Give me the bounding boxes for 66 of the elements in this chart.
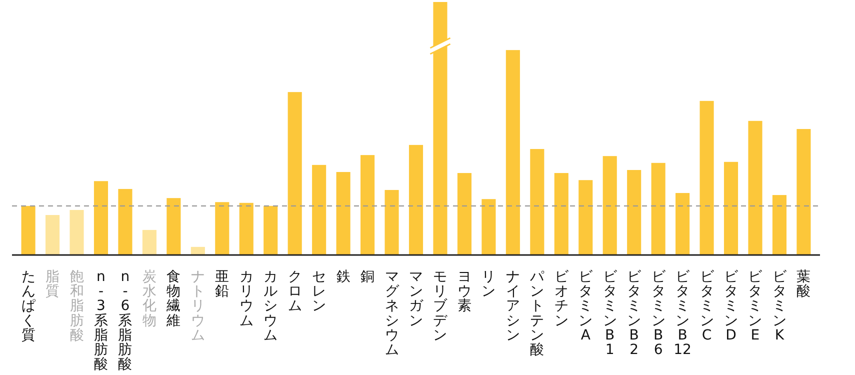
x-tick-label: カリウム: [239, 269, 254, 329]
x-tick-label: ビタミンB1: [602, 269, 618, 358]
x-tick-label: ビタミンA: [578, 269, 594, 344]
bar: [457, 173, 472, 255]
bar: [166, 198, 181, 255]
bar: [676, 193, 690, 255]
x-tick-label: ビタミンB12: [674, 269, 692, 358]
bar: [408, 144, 424, 255]
bar: [336, 172, 350, 255]
x-tick-label: 鉄: [336, 269, 350, 285]
bar: [433, 2, 448, 255]
x-tick-label: カルシウム: [264, 269, 278, 344]
x-tick-label: ビタミンE: [748, 269, 764, 344]
x-tick-label: n-6系脂肪酸: [118, 269, 132, 373]
x-tick-label: ヨウ素: [457, 269, 472, 314]
x-tick-label: モリブデン: [433, 269, 448, 344]
bar: [724, 162, 738, 255]
bar: [312, 164, 326, 255]
bar: [360, 155, 375, 255]
bar: [700, 100, 714, 255]
x-tick-label: リン: [482, 269, 496, 300]
bar: [796, 129, 811, 255]
x-tick-label: ビタミンB2: [627, 269, 642, 358]
x-tick-label: ビオチン: [554, 269, 570, 329]
bar: [142, 230, 156, 255]
x-tick-label: ビタミンC: [700, 269, 715, 344]
bar: [239, 202, 254, 255]
x-tick-label: セレン: [312, 269, 326, 314]
x-tick-label: ビタミンK: [772, 269, 788, 344]
bar: [46, 215, 60, 255]
bar: [288, 92, 302, 255]
x-tick-label: クロム: [288, 269, 302, 314]
bar: [215, 202, 230, 255]
x-tick-label: ビタミンD: [724, 269, 740, 344]
x-tick-label: 葉酸: [796, 269, 811, 300]
x-tick-label: 銅: [360, 269, 375, 285]
x-tick-label: ナトリウム: [190, 269, 205, 344]
bar: [602, 156, 617, 255]
bar: [384, 190, 399, 255]
x-tick-label: n-3系脂肪酸: [94, 269, 108, 373]
bar: [190, 246, 205, 255]
bar: [651, 162, 666, 255]
bar: [21, 206, 36, 255]
bar: [506, 50, 520, 255]
x-tick-label: たんぱく質: [21, 269, 36, 344]
x-tick-label: マグネシウム: [384, 269, 400, 358]
bar: [554, 173, 568, 255]
bar: [118, 188, 132, 255]
bar: [482, 199, 496, 255]
bar: [530, 148, 544, 255]
bar: [578, 180, 593, 255]
x-tick-label: 亜鉛: [215, 269, 230, 300]
x-tick-label: 食物繊維: [166, 269, 181, 329]
bar: [70, 210, 84, 255]
x-tick-label: ナイアシン: [506, 269, 520, 344]
x-tick-label: 脂質: [46, 269, 60, 300]
bar: [264, 206, 278, 255]
x-tick-label: 飽和脂肪酸: [70, 269, 84, 344]
bar: [748, 120, 762, 255]
bar: [772, 195, 786, 255]
bar: [94, 181, 108, 255]
x-tick-label: ビタミンB6: [651, 269, 666, 358]
x-tick-label: マンガン: [409, 269, 424, 329]
bar: [627, 170, 642, 255]
x-tick-label: パントテン酸: [529, 269, 546, 358]
x-tick-label: 炭水化物: [142, 269, 156, 329]
